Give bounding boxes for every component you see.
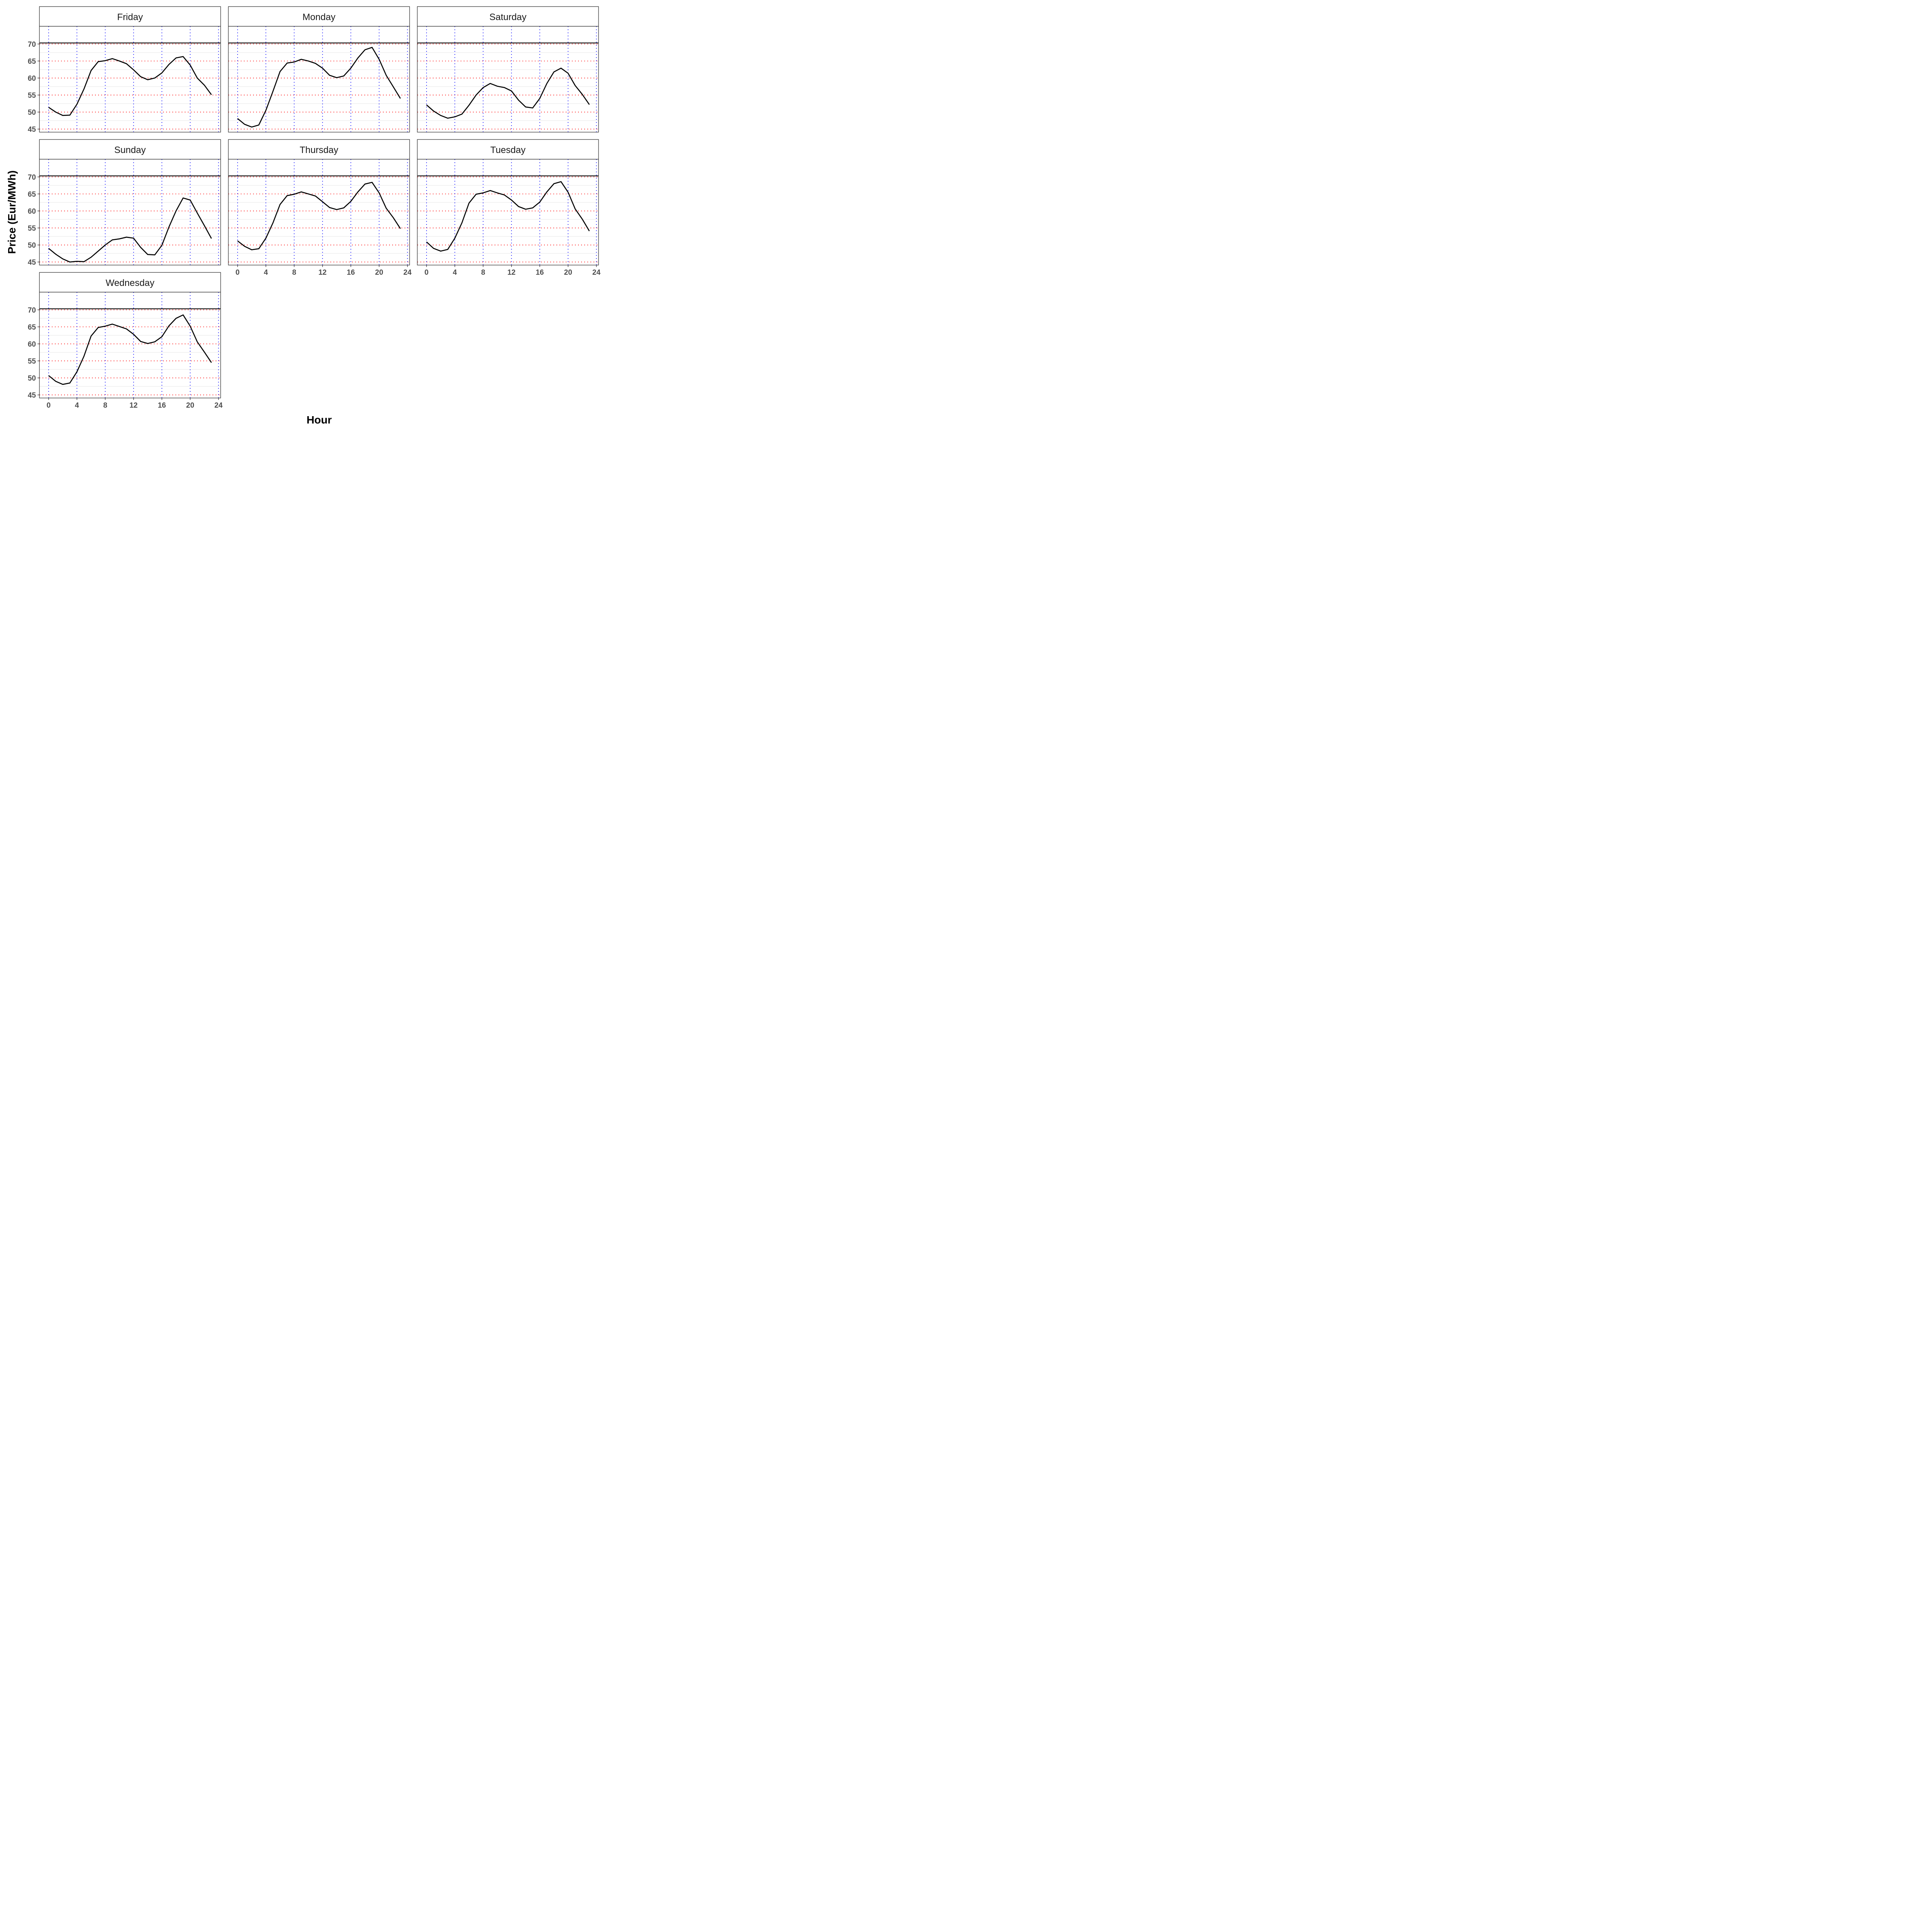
y-tick-label: 65 (28, 58, 36, 66)
y-tick-label: 50 (28, 242, 36, 250)
x-tick-label: 8 (103, 401, 107, 410)
facet-strip-label: Wednesday (105, 278, 154, 288)
x-axis-title: Hour (306, 414, 332, 426)
facet-strip (228, 139, 410, 160)
y-axis-title: Price (Eur/MWh) (6, 170, 18, 254)
facet-strip (39, 6, 221, 27)
facet-strip-label: Tuesday (490, 145, 526, 155)
panel-monday: Monday (228, 6, 410, 133)
facet-strip (39, 139, 221, 160)
series-line-thursday (237, 182, 401, 250)
y-tick-label: 65 (28, 190, 36, 199)
x-tick-label: 4 (75, 401, 79, 410)
series-line-monday (237, 47, 401, 128)
x-tick-label: 0 (47, 401, 51, 410)
panel-sunday: Sunday (39, 139, 221, 265)
x-tick-label: 12 (318, 269, 327, 277)
series-line-tuesday (426, 181, 590, 252)
series-line-friday (48, 56, 212, 116)
x-tick-label: 20 (375, 269, 383, 277)
x-tick-label: 4 (453, 269, 457, 277)
x-tick-label: 4 (264, 269, 268, 277)
panel-wednesday: Wednesday (39, 272, 221, 398)
y-tick-label: 70 (28, 306, 36, 315)
faceted-line-chart: Friday Monday Saturday Sunday Thursday Tuesda… (6, 6, 601, 426)
y-tick-label: 50 (28, 109, 36, 117)
facet-strip (228, 6, 410, 27)
y-tick-label: 60 (28, 340, 36, 349)
x-tick-label: 12 (507, 269, 515, 277)
y-tick-label: 45 (28, 259, 36, 267)
panel-thursday: Thursday (228, 139, 410, 265)
panel-border (228, 26, 410, 133)
x-tick-label: 16 (347, 269, 355, 277)
x-tick-label: 16 (536, 269, 544, 277)
x-tick-label: 16 (158, 401, 166, 410)
facet-strip (417, 6, 599, 27)
series-line-wednesday (48, 314, 212, 385)
x-tick-label: 0 (236, 269, 240, 277)
x-tick-label: 20 (564, 269, 572, 277)
y-tick-label: 55 (28, 224, 36, 233)
y-tick-label: 60 (28, 75, 36, 83)
series-line-saturday (426, 68, 590, 119)
panel-border (39, 292, 221, 398)
y-tick-label: 55 (28, 357, 36, 366)
x-tick-label: 12 (129, 401, 138, 410)
panel-border (39, 26, 221, 133)
x-tick-label: 8 (481, 269, 485, 277)
y-tick-label: 55 (28, 92, 36, 100)
series-line-sunday (48, 197, 212, 263)
x-tick-label: 24 (403, 269, 412, 277)
x-tick-label: 24 (214, 401, 223, 410)
facet-panels: Friday Monday Saturday Sunday Thursday Tuesda… (39, 6, 599, 398)
y-tick-label: 70 (28, 41, 36, 49)
y-tick-label: 65 (28, 323, 36, 332)
panel-saturday: Saturday (417, 6, 599, 133)
facet-strip (417, 139, 599, 160)
facet-strip-label: Sunday (114, 145, 146, 155)
y-tick-label: 70 (28, 173, 36, 182)
facet-strip (39, 272, 221, 293)
x-tick-label: 0 (425, 269, 429, 277)
facet-strip-label: Saturday (489, 12, 526, 22)
x-tick-label: 24 (592, 269, 601, 277)
y-tick-label: 45 (28, 126, 36, 134)
facet-strip-label: Monday (303, 12, 335, 22)
facet-strip-label: Thursday (299, 145, 338, 155)
facet-strip-label: Friday (117, 12, 143, 22)
y-axis-tick-labels: 45 50 55 60 65 70 45 50 55 60 65 70 45 50 55 60 65 70 (28, 41, 39, 400)
y-tick-label: 45 (28, 391, 36, 400)
x-axis-tick-labels: 0 4 8 12 16 20 24 0 4 8 12 16 20 24 0 4 8 12 16 20 24 (47, 265, 601, 410)
y-tick-label: 50 (28, 374, 36, 383)
panel-border (39, 159, 221, 265)
y-tick-label: 60 (28, 207, 36, 216)
panel-border (417, 159, 599, 265)
panel-friday: Friday (39, 6, 221, 133)
panel-tuesday: Tuesday (417, 139, 599, 265)
x-tick-label: 8 (292, 269, 296, 277)
x-tick-label: 20 (186, 401, 194, 410)
